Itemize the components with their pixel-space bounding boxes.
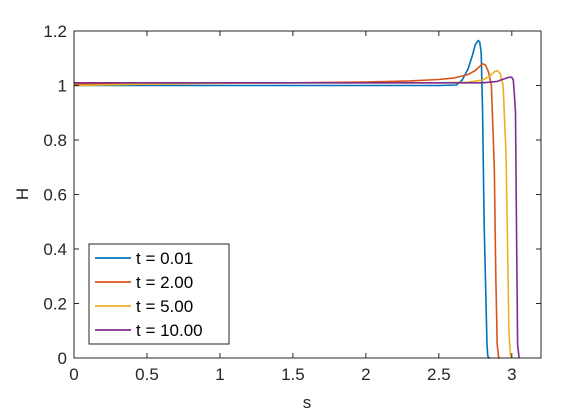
- x-tick-label: 0.5: [135, 365, 159, 384]
- x-tick-label: 1: [215, 365, 224, 384]
- x-tick-label: 1.5: [281, 365, 305, 384]
- y-axis-label: H: [13, 188, 32, 200]
- axes-layer: 0 0.5 1 1.5 2 2.5 3 0 0.2 0.4 0.6 0.8 1 1.2: [43, 22, 542, 384]
- series-line-4: [74, 76, 520, 359]
- x-tick-label: 2.5: [427, 365, 451, 384]
- legend-label-2: t = 2.00: [136, 273, 193, 292]
- y-tick-label: 0.4: [43, 240, 67, 259]
- legend-label-4: t = 10.00: [136, 321, 203, 340]
- y-tick-label: 1: [58, 77, 67, 96]
- series-line-1: [74, 39, 490, 359]
- y-tick-label: 0: [58, 349, 67, 368]
- y-tick-label: 0.6: [43, 186, 67, 205]
- series-layer: [73, 39, 520, 359]
- x-axis-label: s: [303, 393, 312, 412]
- x-tick-label: 3: [507, 365, 516, 384]
- x-tick-label: 2: [361, 365, 370, 384]
- legend-label-3: t = 5.00: [136, 297, 193, 316]
- y-tick-label: 0.2: [43, 295, 67, 314]
- legend-label-1: t = 0.01: [136, 249, 193, 268]
- y-tick-label: 1.2: [43, 22, 67, 41]
- x-tick-label: 0: [69, 365, 78, 384]
- legend-box: [88, 243, 230, 345]
- legend: t = 0.01 t = 2.00 t = 5.00 t = 10.00: [88, 243, 230, 345]
- y-tick-label: 0.8: [43, 131, 67, 150]
